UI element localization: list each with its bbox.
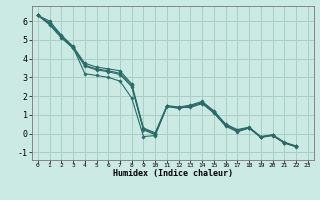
X-axis label: Humidex (Indice chaleur): Humidex (Indice chaleur) [113, 169, 233, 178]
